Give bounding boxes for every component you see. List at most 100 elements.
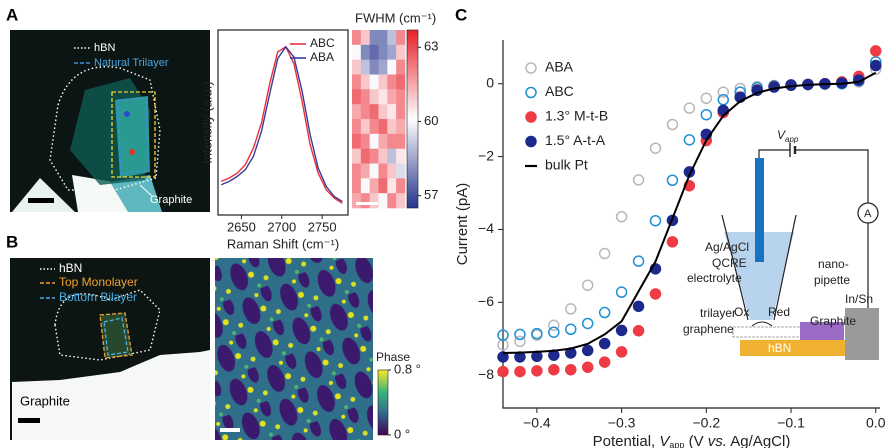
heatmap-cell: [396, 193, 406, 209]
heatmap-cell: [378, 119, 388, 135]
series-line: [502, 71, 877, 354]
schematic-label: nano-: [818, 257, 849, 271]
x-axis-label: Potential, Vapp (V vs. Ag/AgCl): [593, 433, 791, 448]
legend-label: 1.3° M-t-B: [545, 108, 608, 124]
data-point: [666, 174, 679, 187]
heatmap-cell: [352, 89, 362, 105]
heatmap-cell: [378, 148, 388, 164]
data-point: [514, 335, 526, 348]
heatmap-cell: [369, 74, 379, 90]
heatmap-cell: [387, 119, 397, 135]
legend-swatch: [525, 135, 537, 148]
heatmap-cell: [378, 104, 388, 120]
schematic-label: pipette: [814, 273, 850, 287]
heatmap-cell: [378, 163, 388, 179]
x-axis-label-part: V: [659, 433, 671, 448]
heatmap-cell: [369, 193, 379, 209]
legend-label: ABC: [310, 36, 335, 50]
plot-frame: [217, 29, 349, 216]
x-tick-label: −0.4: [523, 415, 551, 431]
heatmap-cell: [369, 178, 379, 194]
data-point: [649, 214, 662, 227]
heatmap-cell: [369, 44, 379, 60]
heatmap-cell: [387, 59, 397, 75]
data-point: [632, 174, 645, 186]
scale-bar: [356, 202, 378, 205]
heatmap-cell: [396, 133, 406, 149]
heatmap-cell: [360, 74, 370, 90]
data-point: [615, 324, 628, 337]
x-tick-label: −0.2: [693, 415, 721, 431]
heatmap-cell: [369, 104, 379, 120]
heatmap-cell: [396, 119, 406, 135]
y-axis-label: Current (pA): [454, 183, 471, 266]
heatmap-cell: [378, 30, 388, 46]
schematic-label: V: [777, 128, 786, 142]
heatmap-cell: [387, 104, 397, 120]
x-axis-label-part: Ag/AgCl): [727, 433, 790, 448]
heatmap-cell: [378, 178, 388, 194]
heatmap-cell: [369, 59, 379, 75]
heatmap-cell: [360, 30, 370, 46]
heatmap-cell: [387, 133, 397, 149]
data-point: [700, 108, 713, 121]
legend-swatch: [525, 111, 537, 123]
heatmap-cell: [360, 44, 370, 60]
data-point: [497, 365, 509, 378]
heatmap-cell: [396, 148, 406, 164]
data-point: [870, 59, 882, 72]
data-point: [598, 306, 611, 319]
data-point: [531, 327, 543, 340]
heatmap-cell: [352, 178, 362, 194]
heatmap-cell: [360, 104, 370, 120]
heatmap-cell: [369, 30, 379, 46]
heatmap-cell: [396, 178, 406, 194]
data-point: [581, 344, 594, 357]
x-tick-label: −0.3: [608, 415, 636, 431]
heatmap-cell: [387, 30, 397, 46]
y-axis-label: Intensity (a.u.): [199, 81, 214, 163]
legend-label: hBN: [59, 261, 82, 275]
heatmap-cell: [387, 74, 397, 90]
heatmap-cell: [387, 148, 397, 164]
data-point: [581, 361, 594, 373]
panel-label: B: [6, 232, 18, 251]
heatmap-cell: [396, 30, 406, 46]
legend-label: Natural Trilayer: [94, 57, 169, 69]
colorbar-title: FWHM (cm⁻¹): [355, 10, 436, 25]
data-point: [548, 319, 560, 332]
annotation: Graphite: [150, 194, 192, 206]
data-point: [700, 92, 713, 105]
data-point: [649, 142, 662, 154]
y-tick-label: 0: [486, 74, 494, 90]
heatmap-cell: [387, 163, 397, 179]
heatmap-cell: [387, 193, 397, 209]
x-axis-label-part: (V: [684, 433, 707, 448]
heatmap-cell: [360, 59, 370, 75]
heatmap-cell: [387, 44, 397, 60]
schematic: [721, 143, 879, 360]
heatmap-cell: [369, 133, 379, 149]
schematic-label: QCRE: [712, 256, 747, 270]
legend-label: ABC: [545, 83, 574, 99]
heatmap-cell: [396, 59, 406, 75]
schematic-label: A: [864, 208, 872, 220]
data-point: [565, 323, 577, 336]
heatmap-cell: [369, 89, 379, 105]
heatmap-cell: [378, 59, 388, 75]
x-tick-label: 2700: [267, 219, 296, 234]
plot-c: 0 −2 −4 −6 −8 −0.4 −0.3 −0.2 −0.1 0.0 Current (pA)…: [454, 40, 886, 448]
heatmap-cell: [387, 178, 397, 194]
x-tick-label: 0.0: [866, 415, 886, 431]
heatmap-cell: [369, 163, 379, 179]
data-point: [598, 247, 611, 260]
heatmap-cell: [396, 163, 406, 179]
data-point: [615, 346, 628, 358]
colorbar-tick-label: 57: [424, 187, 438, 202]
heatmap-cell: [352, 59, 362, 75]
y-tick-label: −4: [478, 220, 494, 236]
data-point: [598, 337, 611, 350]
heatmap-cell: [378, 133, 388, 149]
x-axis-label-part: Potential,: [593, 433, 660, 448]
heatmap-cell: [369, 119, 379, 135]
